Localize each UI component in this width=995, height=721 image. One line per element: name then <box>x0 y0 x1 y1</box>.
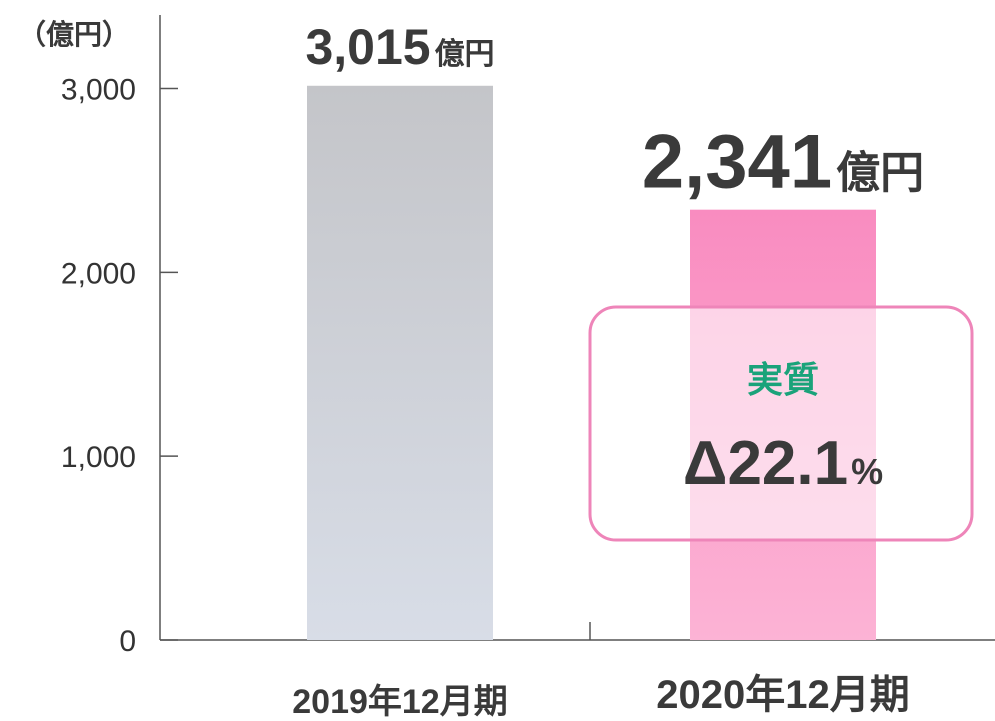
annotation-title: 実質 <box>747 359 819 400</box>
x-tick-label: 2019年12月期 <box>292 683 507 721</box>
annotation-value: Δ22.1 <box>683 429 848 498</box>
y-tick-label: 0 <box>119 625 136 658</box>
value-label-number: 2,341 <box>642 120 832 205</box>
bar <box>307 85 493 641</box>
x-tick-label: 2020年12月期 <box>656 673 909 717</box>
y-tick-label: 2,000 <box>61 257 136 290</box>
annotation-unit: % <box>851 451 883 492</box>
y-tick-label: 3,000 <box>61 74 136 107</box>
unit-label: （億円） <box>18 18 130 50</box>
annotation-box <box>588 305 974 542</box>
annotation-text: Δ22.1% <box>683 429 883 498</box>
value-label-unit: 億円 <box>836 149 924 198</box>
value-label-unit: 億円 <box>435 38 495 71</box>
y-tick-label: 1,000 <box>61 441 136 474</box>
value-label: 2,341億円 <box>642 120 924 205</box>
value-label: 3,015 億円 <box>305 19 494 75</box>
value-label-number: 3,015 <box>305 19 430 75</box>
